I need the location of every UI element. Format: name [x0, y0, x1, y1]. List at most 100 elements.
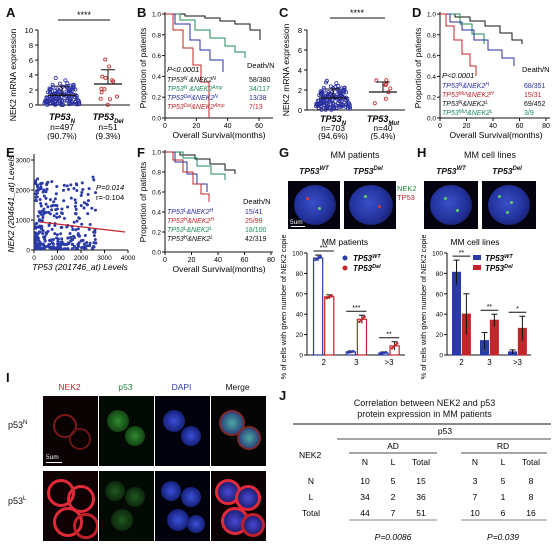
table-row-label: N	[308, 476, 314, 486]
data-point	[56, 242, 60, 246]
data-point	[80, 222, 84, 226]
data-point	[74, 207, 78, 211]
data-point	[59, 247, 63, 251]
data-point	[50, 241, 54, 245]
km-curves	[165, 151, 236, 202]
data-point	[59, 240, 63, 244]
data-point	[45, 187, 49, 191]
bar-chart-g: MM patients % of cells with given number…	[279, 235, 405, 379]
data-point	[66, 205, 70, 209]
panel-label: C	[279, 5, 289, 20]
data-point	[331, 93, 336, 98]
data-point	[42, 211, 46, 215]
data-point	[92, 234, 96, 238]
legend-entry: TP53N&NEK2L	[442, 100, 488, 108]
y-tick-label: 6	[298, 46, 302, 55]
data-point	[359, 318, 363, 322]
data-point	[87, 187, 91, 191]
table-row-label: Total	[302, 508, 320, 518]
data-point	[92, 230, 96, 234]
data-point	[59, 232, 63, 236]
data-point	[105, 102, 110, 107]
x-tick-label: 20	[192, 123, 200, 130]
x-tick-label: 60	[241, 257, 249, 264]
data-point	[53, 197, 57, 201]
y-axis-label: NEK2 mRNA expression	[281, 23, 291, 116]
table-cell: 5	[391, 476, 396, 486]
data-point	[37, 210, 41, 214]
p-value: P<0.0001	[167, 65, 199, 74]
legend-value: 34/117	[249, 86, 270, 93]
if-image-merge-n	[210, 395, 267, 467]
y-tick-label: 0.8	[152, 170, 161, 177]
data-point	[59, 102, 64, 107]
y-tick-label: 0.0	[152, 250, 161, 257]
data-point	[99, 90, 104, 95]
y-tick-label: 2	[298, 86, 302, 95]
if-image-p53-n	[98, 395, 155, 467]
data-point	[66, 96, 71, 101]
bar	[356, 318, 368, 356]
table-subheader: L	[501, 457, 506, 467]
data-point	[57, 81, 62, 86]
data-point	[40, 224, 44, 228]
data-point	[48, 212, 52, 216]
x-tick-label: 40	[489, 123, 497, 130]
x-tick-label: 40	[214, 257, 222, 264]
km-curve-green	[165, 151, 226, 180]
data-point	[51, 203, 55, 207]
data-point	[319, 107, 324, 112]
data-point	[48, 87, 53, 92]
data-point	[110, 78, 115, 83]
x-tick-label: 0	[163, 123, 167, 130]
data-point	[42, 194, 46, 198]
chart-title: MM cell lines	[450, 237, 499, 247]
sig-stars: ***	[352, 305, 360, 312]
data-point	[74, 246, 78, 250]
data-point	[61, 188, 65, 192]
x-tick-label: 0	[32, 255, 36, 262]
data-point	[82, 206, 86, 210]
data-point	[48, 239, 52, 243]
data-point	[55, 87, 60, 92]
data-point	[321, 85, 326, 90]
header-nek2: NEK2	[299, 450, 321, 460]
panel-label: H	[417, 145, 427, 160]
data-point	[52, 247, 56, 251]
y-axis-label: NEK2 mRNA expression	[8, 28, 18, 121]
panel-c: C NEK2 mRNA expression 0 2 4 6 8 **** TP53N …	[275, 0, 410, 140]
table-row-label: L	[309, 492, 314, 502]
data-point	[326, 92, 331, 97]
legend-value: 7/13	[249, 104, 263, 111]
legend-label: TP53Del	[485, 264, 513, 273]
data-point	[86, 192, 90, 196]
data-point	[43, 235, 47, 239]
fish-image-wt: 5um	[287, 180, 341, 230]
y-tick-label: 8	[29, 41, 33, 50]
table-cell: 8	[529, 492, 534, 502]
y-tick-label: 0.4	[152, 210, 161, 217]
y-tick-label: 100	[432, 251, 443, 258]
data-point	[38, 182, 42, 186]
group2-label: TP53Del	[93, 112, 124, 125]
y-tick-label: 1.0	[152, 150, 161, 157]
data-point	[44, 190, 48, 194]
x-axis-label: TP53 (201746_at) Levels	[32, 262, 128, 272]
data-point	[39, 201, 43, 205]
km-curves	[165, 13, 261, 118]
x-tick-label: 3	[487, 358, 492, 367]
legend-entry: TP53L&NEK2H	[167, 208, 213, 216]
table-subheader: Total	[522, 457, 540, 467]
data-point	[76, 101, 81, 106]
data-point	[56, 96, 61, 101]
if-image-dapi-n	[154, 395, 211, 467]
legend-value: 15/41	[245, 209, 263, 216]
data-point	[36, 238, 40, 242]
data-point	[90, 206, 94, 210]
table-cell: 2	[391, 492, 396, 502]
data-point	[42, 101, 47, 106]
data-point	[36, 214, 40, 218]
data-point	[34, 199, 38, 203]
data-point	[329, 102, 334, 107]
data-point	[43, 239, 47, 243]
